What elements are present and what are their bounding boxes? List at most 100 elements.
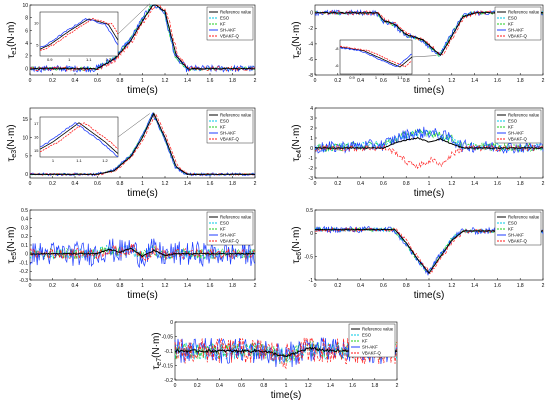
x-tick-label: 0.8 [117,78,124,84]
x-tick-label: 1.6 [494,78,501,84]
x-tick-label: 0.8 [403,181,410,187]
x-tick-label: 0.2 [334,78,341,84]
x-tick-label: 1 [428,78,431,84]
inset-pointer-arrow [117,3,150,35]
y-axis-label: τe4(N·m) [291,124,303,161]
y-tick-label: 0.2 [21,234,28,240]
inset: 1 1.1 1.2 15 16 17 [34,113,150,163]
inset-box [39,116,119,158]
inset-y-tick-label: 16 [34,135,39,140]
x-tick-label: 0.6 [94,78,101,84]
panel-e4: 0 0.2 0.4 0.6 0.8 1 1.2 1.4 1.6 1.8 2 -3 -2 -1 0 1 2 3 4 ti… [291,106,545,199]
x-tick-label: 1.4 [471,78,478,84]
x-tick-label: 0.4 [357,78,364,84]
x-tick-label: 0.8 [117,181,124,187]
y-tick-label: -0.15 [162,363,174,369]
x-tick-label: 1.8 [229,181,236,187]
y-tick-label: 15 [22,117,28,123]
x-tick-label: 0 [29,78,32,84]
y-tick-label: -0.2 [19,269,28,275]
x-tick-label: 1 [428,283,431,289]
y-tick-label: -2 [309,166,314,172]
legend-entry: VBAKF-Q [508,137,528,142]
x-tick-label: 1.4 [184,283,191,289]
legend-entry: ESO [508,221,518,226]
inset-y-tick-label: 10 [34,21,39,26]
x-tick-label: 2 [396,383,399,389]
x-tick-label: 2 [542,283,545,289]
y-tick-label: 0 [170,320,173,326]
y-tick-label: 4 [310,106,313,112]
legend-entry: VBAKF-Q [220,137,240,142]
y-tick-label: 0 [310,231,313,237]
x-tick-label: 1.8 [517,78,524,84]
x-tick-label: 1.8 [371,383,378,389]
legend-entry: ESO [220,16,230,21]
inset-y-tick-label: -8 [335,46,339,51]
x-tick-label: 1 [141,181,144,187]
x-tick-label: 0.6 [238,383,245,389]
x-tick-label: 1.6 [207,181,214,187]
y-tick-label: 0.5 [21,208,28,214]
x-tick-label: 1.2 [448,181,455,187]
x-tick-label: 0.8 [117,283,124,289]
inset-x-tick-label: 0.9 [349,75,355,80]
series-line-reference-value [29,247,256,258]
y-tick-label: -8 [309,73,314,79]
series-line-vbakf-q [29,113,256,176]
legend-entry: KF [220,22,226,27]
legend-entry: SH-AKF [508,131,524,136]
x-tick-label: 0.8 [260,383,267,389]
series-line-kf [29,244,256,261]
y-tick-label: -0.2 [164,378,173,384]
y-axis-label: τe7(N·m) [151,332,163,369]
x-tick-label: 1.4 [471,283,478,289]
x-tick-label: 2 [542,181,545,187]
legend-entry: SH-AKF [508,233,524,238]
x-tick-label: 0 [314,78,317,84]
series-line-reference-value [29,112,256,176]
x-tick-label: 1 [428,181,431,187]
y-tick-label: 0 [25,172,28,178]
x-tick-label: 2 [254,283,257,289]
x-tick-label: 0.2 [49,283,56,289]
legend-entry: Reference value [220,10,252,15]
x-tick-label: 2 [254,181,257,187]
panel-e2: 0 0.2 0.4 0.6 0.8 1 1.2 1.4 1.6 1.8 2 0 -2 -4 -6 -8 time… [291,4,545,96]
x-tick-label: 1.6 [207,283,214,289]
y-tick-label: -0.1 [164,349,173,355]
inset-line [39,122,119,152]
series-line-vbakf-q [29,4,256,72]
legend-entry: ESO [508,119,518,124]
y-tick-label: 0.3 [21,225,28,231]
x-tick-label: 1.2 [162,181,169,187]
series-line-sh-akf [29,238,256,269]
x-tick-label: 1.4 [327,383,334,389]
y-tick-label: 0.1 [21,243,28,249]
y-tick-label: 2 [25,54,28,60]
y-tick-label: 10 [22,3,28,9]
series-line-vbakf-q [314,144,544,170]
legend-entry: ESO [220,221,230,226]
x-tick-label: 2 [542,78,545,84]
legend-entry: SH-AKF [508,28,524,33]
x-tick-label: 0 [314,181,317,187]
x-tick-label: 1 [285,383,288,389]
inset-y-tick-label: 5 [36,43,39,48]
y-tick-label: -0.3 [19,278,28,284]
x-tick-label: 0 [29,283,32,289]
series-line-sh-akf [314,126,544,154]
y-tick-label: 10 [22,135,28,141]
panel-e6: 0 0.2 0.4 0.6 0.8 1 1.2 1.4 1.6 1.8 2 -1 -0.5 0 0.5 tim… [291,208,545,301]
panel-e3: 0 0.2 0.4 0.6 0.8 1 1.2 1.4 1.6 1.8 2 0 5 10 15 time(s)… [6,107,257,199]
x-axis-label: time(s) [127,85,158,96]
legend-entry: KF [220,227,226,232]
x-tick-label: 0.4 [216,383,223,389]
legend-entry: ESO [362,333,372,338]
legend-entry: KF [362,339,368,344]
inset-line [40,122,119,158]
